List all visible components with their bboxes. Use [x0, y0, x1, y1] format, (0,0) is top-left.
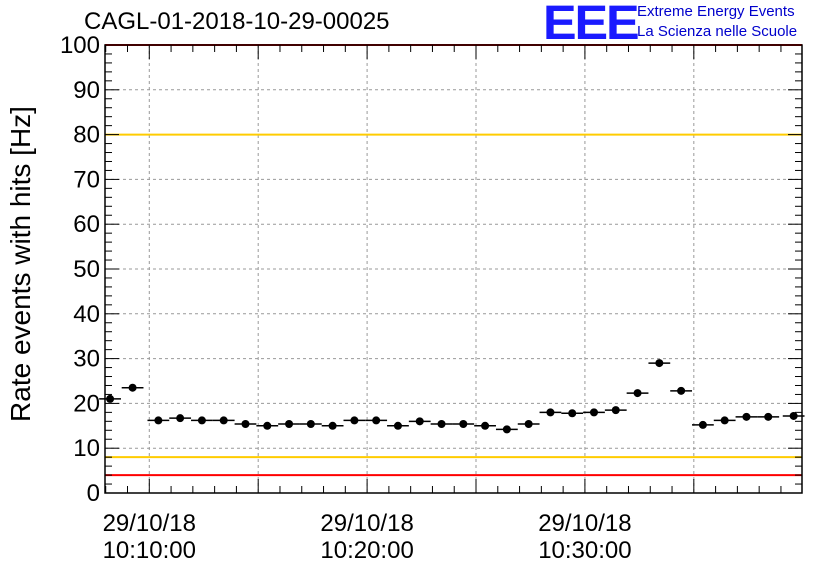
y-tick-label: 40: [73, 301, 100, 328]
data-point: [611, 406, 620, 415]
data-point: [128, 383, 137, 392]
data-point: [764, 412, 773, 421]
data-point: [197, 416, 206, 425]
data-point: [524, 420, 533, 429]
reference-lines: [105, 44, 802, 477]
data-point: [633, 389, 642, 398]
data-point: [306, 420, 315, 429]
y-tick-label: 10: [73, 435, 100, 462]
x-tick-label-time: 10:20:00: [320, 537, 413, 564]
data-point: [677, 386, 686, 395]
x-tick-label-time: 10:10:00: [103, 537, 196, 564]
y-tick-label: 20: [73, 390, 100, 417]
data-point: [459, 420, 468, 429]
x-tick-label-time: 10:30:00: [538, 537, 631, 564]
y-tick-label: 70: [73, 166, 100, 193]
x-tick-label-date: 29/10/18: [538, 510, 631, 537]
logo-tagline-1: Extreme Energy Events: [637, 3, 795, 20]
axes: 010203040506070809010029/10/1810:10:0029…: [5, 32, 803, 564]
data-point: [789, 411, 798, 420]
logo-tagline-2: La Scienza nelle Scuole: [637, 23, 798, 40]
data-point: [437, 420, 446, 429]
y-tick-label: 50: [73, 256, 100, 283]
grid: [105, 45, 802, 493]
data-point: [241, 420, 250, 429]
data-point: [176, 414, 185, 423]
chart-title: CAGL-01-2018-10-29-00025: [84, 8, 390, 35]
data-point: [568, 409, 577, 418]
x-tick-label-date: 29/10/18: [103, 510, 196, 537]
y-axis-label: Rate events with hits [Hz]: [5, 106, 36, 422]
data-point: [655, 359, 664, 368]
data-point: [742, 412, 751, 421]
y-tick-label: 0: [87, 480, 100, 507]
data-point: [393, 421, 402, 430]
data-point: [350, 416, 359, 425]
data-point: [502, 425, 511, 434]
data-point: [481, 421, 490, 430]
y-tick-label: 90: [73, 77, 100, 104]
data-point: [263, 421, 272, 430]
data-point: [154, 416, 163, 425]
data-point: [720, 416, 729, 425]
data-point: [589, 408, 598, 417]
data-point: [285, 420, 294, 429]
x-tick-label-date: 29/10/18: [320, 510, 413, 537]
data-point: [415, 417, 424, 426]
y-tick-label: 100: [60, 32, 100, 59]
data-point: [328, 421, 337, 430]
data-point: [219, 416, 228, 425]
data-point: [372, 416, 381, 425]
data-series: [99, 359, 805, 434]
y-tick-label: 80: [73, 122, 100, 149]
eee-logo: EEE: [543, 0, 640, 50]
data-point: [546, 408, 555, 417]
y-tick-label: 60: [73, 211, 100, 238]
data-point: [106, 394, 115, 403]
data-point: [698, 420, 707, 429]
y-tick-label: 30: [73, 346, 100, 373]
